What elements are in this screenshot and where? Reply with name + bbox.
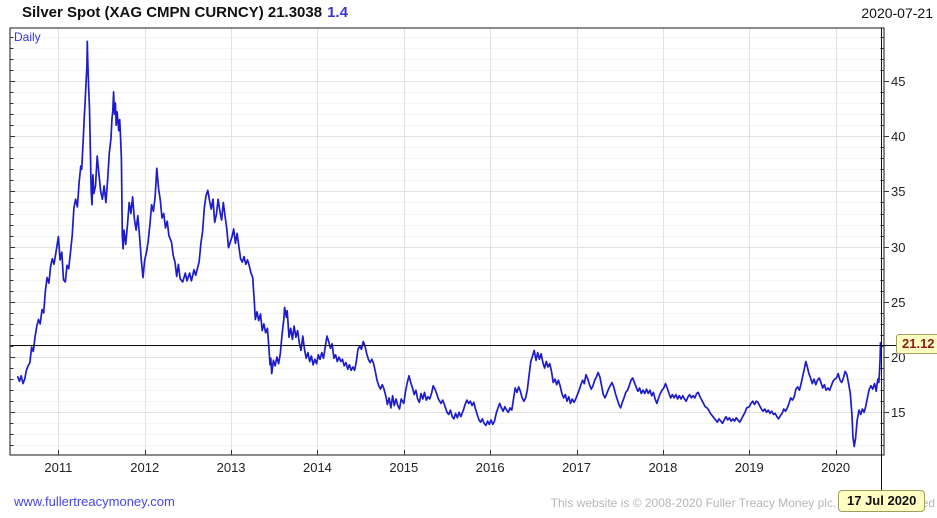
instrument-title: Silver Spot (XAG CMPN CURNCY) 21.3038 [22, 4, 323, 21]
header-date: 2020-07-21 [861, 5, 933, 21]
y-axis-tick-label: 40 [891, 129, 906, 145]
y-axis-tick-label: 30 [891, 239, 906, 255]
crosshair-date-label: 17 Jul 2020 [838, 490, 926, 512]
x-axis-tick-label: 2020 [821, 460, 851, 475]
y-axis-tick-label: 25 [891, 294, 906, 310]
y-axis-tick-label: 45 [891, 74, 906, 89]
x-axis-tick-label: 2011 [44, 460, 73, 475]
price-change-value: 1.4 [327, 4, 348, 21]
y-axis-tick-label: 15 [891, 405, 906, 421]
x-axis-tick-label: 2015 [389, 460, 419, 475]
price-line [16, 40, 882, 448]
x-axis-tick-label: 2019 [734, 460, 764, 475]
x-axis-tick-label: 2012 [130, 460, 160, 475]
crosshair-price-label: 21.12 [896, 333, 937, 354]
website-link[interactable]: www.fullertreacymoney.com [14, 494, 175, 509]
x-axis-tick-label: 2018 [648, 460, 678, 475]
x-axis-tick-label: 2014 [302, 460, 332, 475]
interval-label: Daily [14, 30, 41, 44]
x-axis-tick-label: 2013 [216, 460, 246, 475]
y-axis-tick-label: 35 [891, 184, 906, 200]
x-axis-tick-label: 2016 [475, 460, 505, 475]
y-axis-tick-label: 20 [891, 350, 906, 366]
x-axis-tick-label: 2017 [562, 460, 591, 475]
page-title: Silver Spot (XAG CMPN CURNCY) 21.3038 1.4 [22, 4, 348, 21]
plot-border [9, 27, 885, 456]
